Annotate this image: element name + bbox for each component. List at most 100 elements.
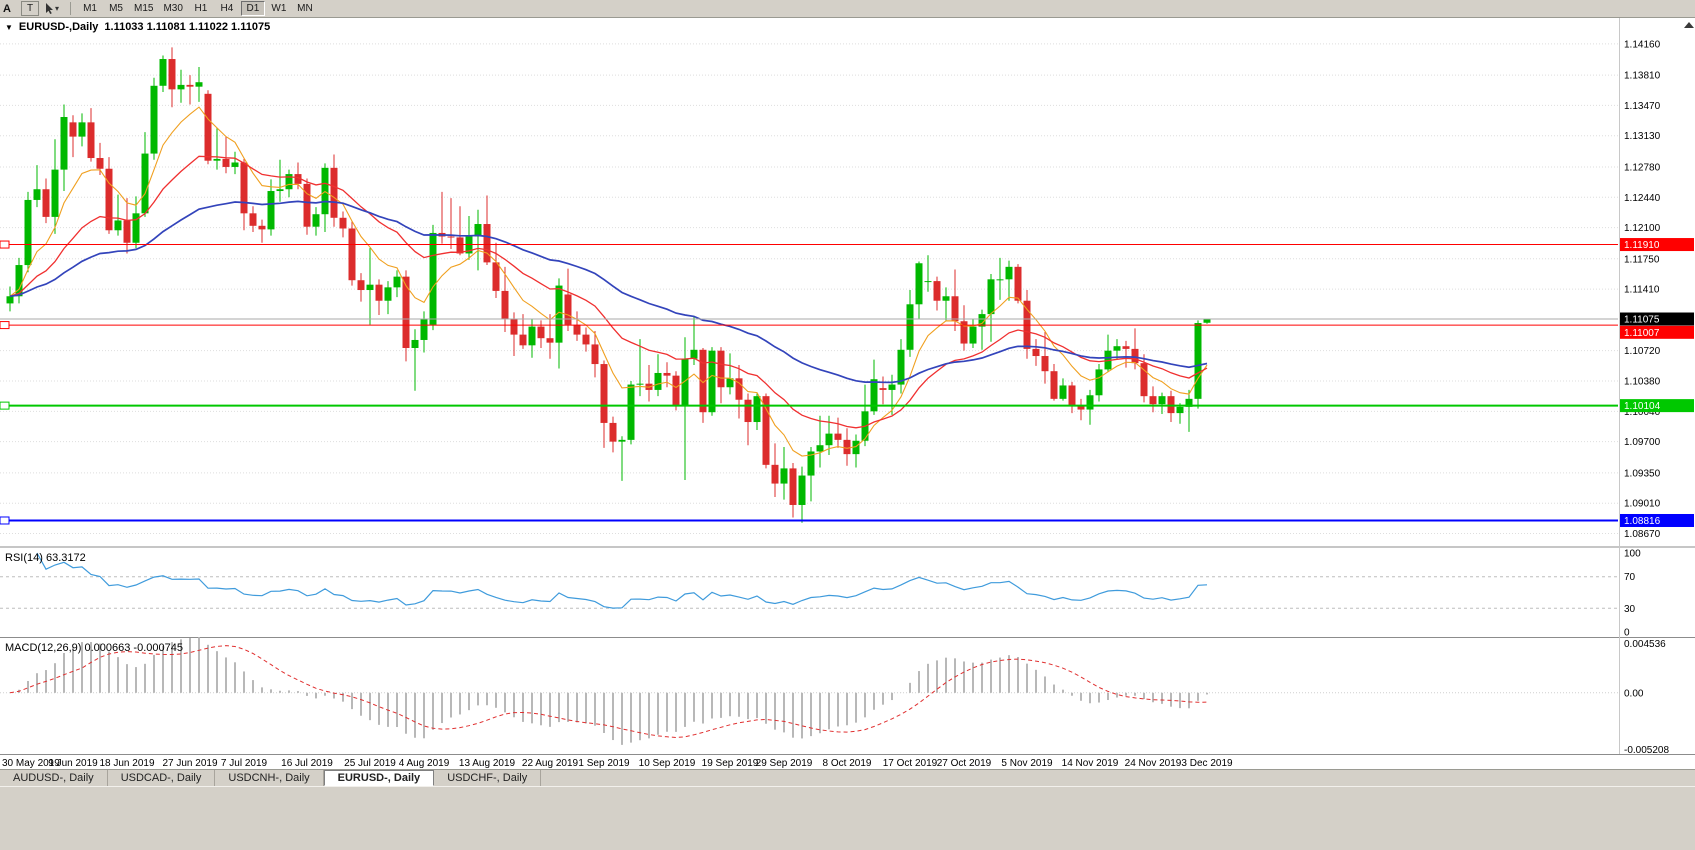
svg-text:1.11075: 1.11075 <box>1624 315 1660 326</box>
date-label: 14 Nov 2019 <box>1062 758 1119 769</box>
cursor-icon <box>46 3 53 14</box>
ma-line-medium <box>9 155 1208 429</box>
timeframe-w1-button[interactable]: W1 <box>267 1 291 16</box>
scroll-up-icon[interactable] <box>1684 22 1694 28</box>
rsi-line <box>36 552 1208 609</box>
moving-averages-layer <box>9 106 1208 457</box>
svg-text:100: 100 <box>1624 549 1641 560</box>
window-bottom-area <box>0 786 1695 850</box>
timeframe-mn-button[interactable]: MN <box>293 1 317 16</box>
date-label: 8 Oct 2019 <box>823 758 872 769</box>
date-label: 13 Aug 2019 <box>459 758 516 769</box>
date-label: 22 Aug 2019 <box>522 758 579 769</box>
date-label: 7 Jul 2019 <box>221 758 268 769</box>
svg-text:70: 70 <box>1624 572 1636 583</box>
svg-text:1.10104: 1.10104 <box>1624 401 1661 412</box>
date-label: 1 Sep 2019 <box>578 758 630 769</box>
date-label: 24 Nov 2019 <box>1125 758 1182 769</box>
chart-tab-usdcnh[interactable]: USDCNH-, Daily <box>215 770 324 786</box>
current-price-badge <box>1620 312 1694 326</box>
svg-text:1.10720: 1.10720 <box>1624 346 1661 357</box>
date-label: 29 Sep 2019 <box>756 758 813 769</box>
timeframe-m5-button[interactable]: M5 <box>104 1 128 16</box>
svg-text:1.11750: 1.11750 <box>1624 254 1660 265</box>
svg-text:1.10040: 1.10040 <box>1624 407 1661 418</box>
svg-text:1.12780: 1.12780 <box>1624 162 1661 173</box>
price-chart-canvas[interactable]: 1.14160 1.13810 1.13470 1.13130 1.12780 1.124… <box>0 18 1695 769</box>
toolbar: A T ▾ M1 M5 M15 M30 H1 H4 D1 W1 MN <box>0 0 1695 18</box>
timeframe-m1-button[interactable]: M1 <box>78 1 102 16</box>
chart-tab-usdchf[interactable]: USDCHF-, Daily <box>434 770 542 786</box>
date-label: 16 Jul 2019 <box>281 758 333 769</box>
date-label: 10 Sep 2019 <box>639 758 696 769</box>
timeframe-h4-button[interactable]: H4 <box>215 1 239 16</box>
date-label: 19 Sep 2019 <box>702 758 759 769</box>
hline-anchor-icon[interactable] <box>0 516 10 525</box>
timeframe-h1-button[interactable]: H1 <box>189 1 213 16</box>
chart-area[interactable]: ▼ EURUSD-,Daily 1.11033 1.11081 1.11022 … <box>0 18 1695 769</box>
chart-tab-audusd[interactable]: AUDUSD-, Daily <box>0 770 108 786</box>
ma-line-fast <box>9 106 1208 457</box>
macd-panel: 0.004536 0.00 -0.005208 <box>0 637 1669 756</box>
svg-text:1.11007: 1.11007 <box>1624 328 1660 339</box>
timeframe-m15-button[interactable]: M15 <box>130 1 157 16</box>
horizontal-line-1.10104[interactable]: 1.10104 <box>0 399 1694 413</box>
svg-text:1.10380: 1.10380 <box>1624 377 1661 388</box>
timeframe-d1-button[interactable]: D1 <box>240 1 265 16</box>
svg-text:1.14160: 1.14160 <box>1624 39 1661 50</box>
svg-text:1.09010: 1.09010 <box>1624 499 1661 510</box>
price-badge <box>1620 513 1694 527</box>
toolbar-letter-a[interactable]: A <box>3 2 11 15</box>
horizontal-line-1.08816[interactable]: 1.08816 <box>0 513 1694 527</box>
date-label: 3 Dec 2019 <box>1181 758 1233 769</box>
hline-anchor-icon[interactable] <box>0 401 10 410</box>
svg-text:1.11410: 1.11410 <box>1624 285 1660 296</box>
svg-text:0.004536: 0.004536 <box>1624 639 1666 650</box>
date-label: 18 Jun 2019 <box>99 758 154 769</box>
candles-layer <box>6 47 1211 523</box>
date-label: 4 Aug 2019 <box>399 758 450 769</box>
date-label: 9 Jun 2019 <box>48 758 98 769</box>
chart-tab-eurusd[interactable]: EURUSD-, Daily <box>323 770 435 786</box>
rsi-panel: 100 70 30 0 <box>0 549 1641 639</box>
horizontal-line-1.11007[interactable]: 1.11007 <box>0 321 1694 339</box>
hline-anchor-icon[interactable] <box>0 240 10 249</box>
price-badge <box>1620 238 1694 252</box>
chart-tab-usdcad[interactable]: USDCAD-, Daily <box>108 770 216 786</box>
svg-text:1.12440: 1.12440 <box>1624 193 1661 204</box>
toolbar-separator <box>70 2 72 15</box>
date-label: 17 Oct 2019 <box>883 758 938 769</box>
date-label: 27 Jun 2019 <box>162 758 217 769</box>
macd-signal-line <box>9 645 1208 739</box>
dropdown-caret-icon: ▾ <box>55 4 60 13</box>
svg-text:1.11910: 1.11910 <box>1624 240 1660 251</box>
date-label: 30 May 2019 <box>2 758 60 769</box>
current-price-line: 1.11075 <box>0 312 1694 326</box>
svg-text:1.09700: 1.09700 <box>1624 437 1661 448</box>
svg-text:1.12100: 1.12100 <box>1624 223 1661 234</box>
svg-text:30: 30 <box>1624 604 1636 615</box>
chart-tabs-bar: AUDUSD-, Daily USDCAD-, Daily USDCNH-, D… <box>0 769 1695 786</box>
hline-anchor-icon[interactable] <box>0 321 10 330</box>
cursor-tool-button[interactable]: ▾ <box>41 1 64 16</box>
svg-text:1.13470: 1.13470 <box>1624 101 1661 112</box>
date-label: 25 Jul 2019 <box>344 758 396 769</box>
price-badge <box>1620 399 1694 413</box>
date-label: 5 Nov 2019 <box>1001 758 1053 769</box>
svg-text:1.13810: 1.13810 <box>1624 71 1661 82</box>
date-label: 27 Oct 2019 <box>937 758 992 769</box>
price-badge <box>1620 325 1694 339</box>
svg-text:1.13130: 1.13130 <box>1624 131 1661 142</box>
svg-text:1.08670: 1.08670 <box>1624 529 1661 540</box>
svg-text:0.00: 0.00 <box>1624 688 1644 699</box>
horizontal-line-1.11910[interactable]: 1.11910 <box>0 238 1694 252</box>
svg-text:-0.005208: -0.005208 <box>1624 745 1669 756</box>
chart-collapse-icon[interactable]: ▼ <box>5 22 13 32</box>
text-tool-button[interactable]: T <box>21 1 39 16</box>
timeframe-m30-button[interactable]: M30 <box>159 1 186 16</box>
grid-layer: 1.14160 1.13810 1.13470 1.13130 1.12780 1.124… <box>0 39 1661 540</box>
svg-text:0: 0 <box>1624 628 1630 639</box>
svg-text:1.08816: 1.08816 <box>1624 516 1661 527</box>
ma-line-slow <box>9 200 1208 384</box>
